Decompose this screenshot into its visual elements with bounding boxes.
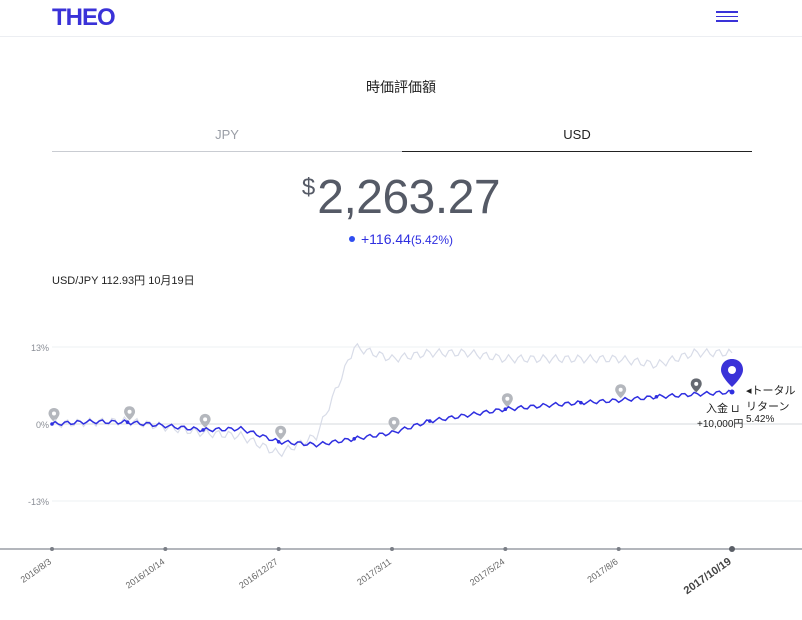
value-change: +116.44(5.42%) bbox=[0, 231, 802, 247]
x-tick-dot[interactable] bbox=[729, 546, 735, 552]
change-amount: +116.44 bbox=[361, 231, 411, 247]
deposit-pin-icon[interactable] bbox=[199, 413, 211, 428]
y-tick-label: 0% bbox=[36, 420, 49, 430]
hamburger-menu-icon[interactable] bbox=[716, 11, 738, 25]
page-title: 時価評価額 bbox=[366, 79, 436, 95]
y-tick-label: -13% bbox=[28, 497, 49, 507]
currency-tabs: JPY USD bbox=[52, 127, 752, 152]
x-tick-label: 2016/8/3 bbox=[19, 556, 53, 584]
x-tick-label: 2017/8/6 bbox=[585, 556, 619, 584]
deposit-pin-icon[interactable] bbox=[275, 425, 287, 440]
theo-logo[interactable]: THEO bbox=[52, 4, 116, 31]
data-point bbox=[50, 422, 54, 426]
market-value-amount: 2,263.27 bbox=[317, 171, 501, 224]
legend-total: ◂トータル bbox=[746, 385, 796, 397]
current-point bbox=[729, 389, 735, 395]
data-point bbox=[276, 439, 281, 444]
current-location-pin-icon bbox=[721, 359, 743, 388]
currency-symbol: $ bbox=[301, 174, 316, 201]
data-point bbox=[201, 428, 205, 432]
x-tick-dot[interactable] bbox=[50, 547, 54, 551]
x-tick-label: 2016/10/14 bbox=[124, 556, 167, 590]
data-point bbox=[654, 394, 659, 399]
deposit-pin-icon[interactable] bbox=[124, 406, 136, 421]
tab-usd[interactable]: USD bbox=[402, 127, 752, 152]
performance-chart[interactable]: 13% 0% -13% 2016/8/3 2016/10/14 2016/12/27 20… bbox=[0, 330, 802, 620]
x-tick-label: 2017/5/24 bbox=[468, 556, 507, 587]
faint-series-line bbox=[51, 342, 733, 458]
tab-jpy[interactable]: JPY bbox=[52, 127, 402, 152]
deposit-pin-icon[interactable] bbox=[501, 393, 513, 408]
change-percent: (5.42%) bbox=[410, 233, 453, 247]
x-tick-dot[interactable] bbox=[616, 547, 621, 551]
legend-deposit-amount: +10,000円 bbox=[697, 419, 744, 430]
x-tick-label: 2017/3/11 bbox=[355, 556, 393, 587]
deposit-pin-icon[interactable] bbox=[48, 408, 60, 422]
x-tick-label: 2016/12/27 bbox=[237, 556, 280, 590]
deposit-pin-icon[interactable] bbox=[388, 416, 400, 431]
data-point bbox=[427, 419, 432, 423]
y-tick-label: 13% bbox=[31, 343, 49, 353]
legend-deposit: 入金 ⊔ bbox=[706, 403, 740, 415]
legend-return-value: 5.42% bbox=[746, 414, 775, 425]
data-point bbox=[503, 407, 508, 411]
header: THEO bbox=[0, 0, 802, 37]
x-tick-dot[interactable] bbox=[503, 547, 508, 551]
legend-return: リターン bbox=[746, 401, 790, 413]
data-point bbox=[125, 420, 130, 425]
market-value: $2,263.27 bbox=[0, 170, 802, 225]
data-point bbox=[579, 400, 583, 405]
deposit-pin-icon[interactable] bbox=[690, 378, 702, 393]
data-point bbox=[352, 437, 357, 441]
return-series-line bbox=[51, 389, 733, 448]
exchange-rate: USD/JPY 112.93円 10月19日 bbox=[52, 275, 195, 287]
change-dot-icon bbox=[349, 236, 355, 242]
x-tick-dot[interactable] bbox=[163, 547, 168, 551]
x-tick-label: 2017/10/19 bbox=[682, 556, 734, 597]
deposit-pin-icon[interactable] bbox=[615, 384, 627, 399]
x-tick-dot[interactable] bbox=[276, 547, 281, 551]
x-tick-dot[interactable] bbox=[390, 547, 394, 551]
